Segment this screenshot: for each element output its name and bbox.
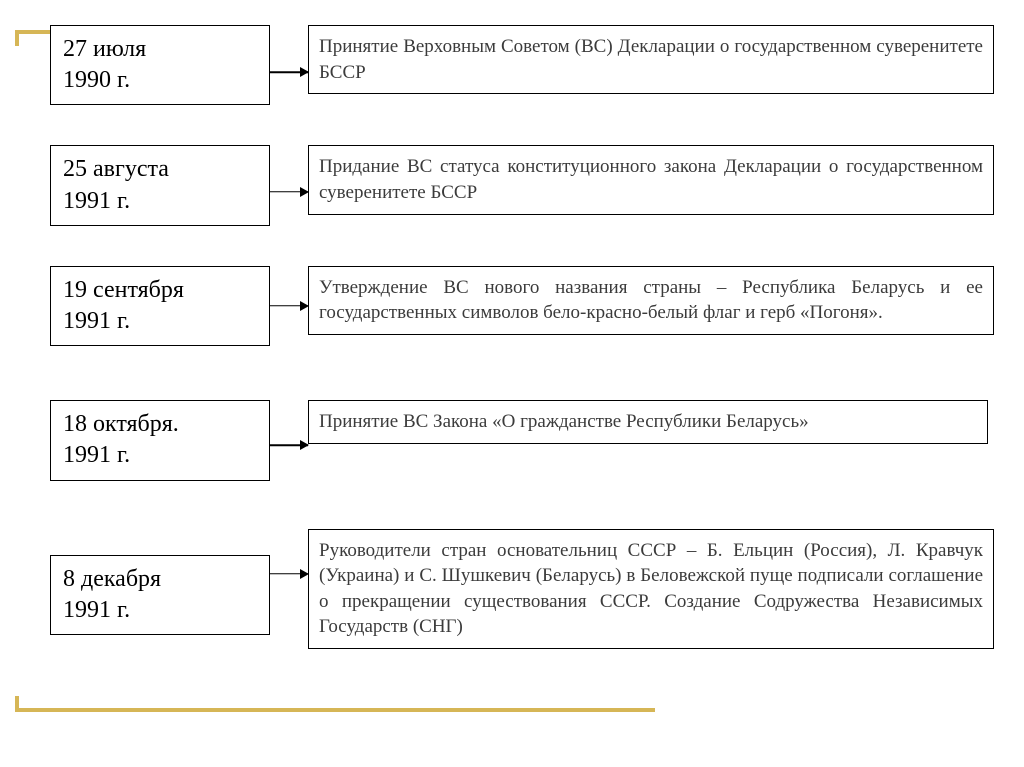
arrow-icon (270, 191, 308, 193)
description-box: Принятие ВС Закона «О гражданстве Респуб… (308, 400, 988, 444)
timeline-container: 27 июля 1990 г. Принятие Верховным Совет… (50, 25, 994, 649)
description-box: Придание ВС статуса конституционного зак… (308, 145, 994, 214)
arrow-icon (270, 305, 308, 307)
bracket-decoration-top (15, 30, 50, 34)
date-box: 8 декабря 1991 г. (50, 555, 270, 635)
timeline-row: 18 октября. 1991 г. Принятие ВС Закона «… (50, 400, 994, 480)
timeline-row: 25 августа 1991 г. Придание ВС статуса к… (50, 145, 994, 225)
date-box: 27 июля 1990 г. (50, 25, 270, 105)
description-box: Руководители стран основательниц СССР – … (308, 529, 994, 650)
arrow-icon (270, 444, 308, 446)
date-box: 19 сентября 1991 г. (50, 266, 270, 346)
timeline-row: 8 декабря 1991 г. Руководители стран осн… (50, 529, 994, 650)
timeline-row: 27 июля 1990 г. Принятие Верховным Совет… (50, 25, 994, 105)
arrow-icon (270, 573, 308, 575)
arrow-icon (270, 71, 308, 73)
date-box: 25 августа 1991 г. (50, 145, 270, 225)
description-box: Утверждение ВС нового названия страны – … (308, 266, 994, 335)
timeline-row: 19 сентября 1991 г. Утверждение ВС новог… (50, 266, 994, 346)
description-box: Принятие Верховным Советом (ВС) Декларац… (308, 25, 994, 94)
date-box: 18 октября. 1991 г. (50, 400, 270, 480)
bracket-decoration-bottom (15, 708, 655, 712)
